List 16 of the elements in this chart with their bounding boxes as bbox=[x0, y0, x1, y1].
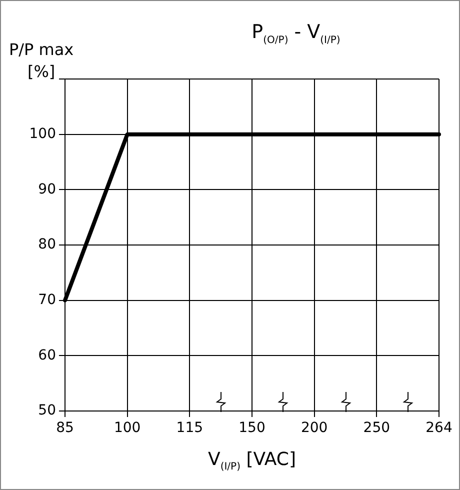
x-axis-title: V$_{(I/P)}$ [VAC] bbox=[207, 449, 297, 473]
x-tick-label: 150 bbox=[238, 420, 266, 436]
chart-title: P$_{(O/P)}$ - V$_{(I/P)}$ bbox=[250, 21, 342, 46]
y-tick-label: 70 bbox=[38, 292, 56, 308]
x-tick-label: 100 bbox=[114, 420, 141, 436]
y-tick-label: 80 bbox=[38, 236, 56, 253]
y-tick-label: 60 bbox=[38, 347, 56, 364]
y-tick-label: 50 bbox=[38, 402, 56, 419]
y-axis-title: P/P max [%] bbox=[9, 39, 74, 83]
x-tick-label: 85 bbox=[56, 420, 74, 436]
x-tick-label: 264 bbox=[426, 420, 452, 436]
x-tick-label: 200 bbox=[300, 420, 328, 436]
y-tick-label: 90 bbox=[38, 181, 56, 198]
x-tick-label: 115 bbox=[176, 420, 204, 436]
x-tick-label: 250 bbox=[363, 420, 390, 436]
y-tick-label: 100 bbox=[29, 126, 56, 142]
